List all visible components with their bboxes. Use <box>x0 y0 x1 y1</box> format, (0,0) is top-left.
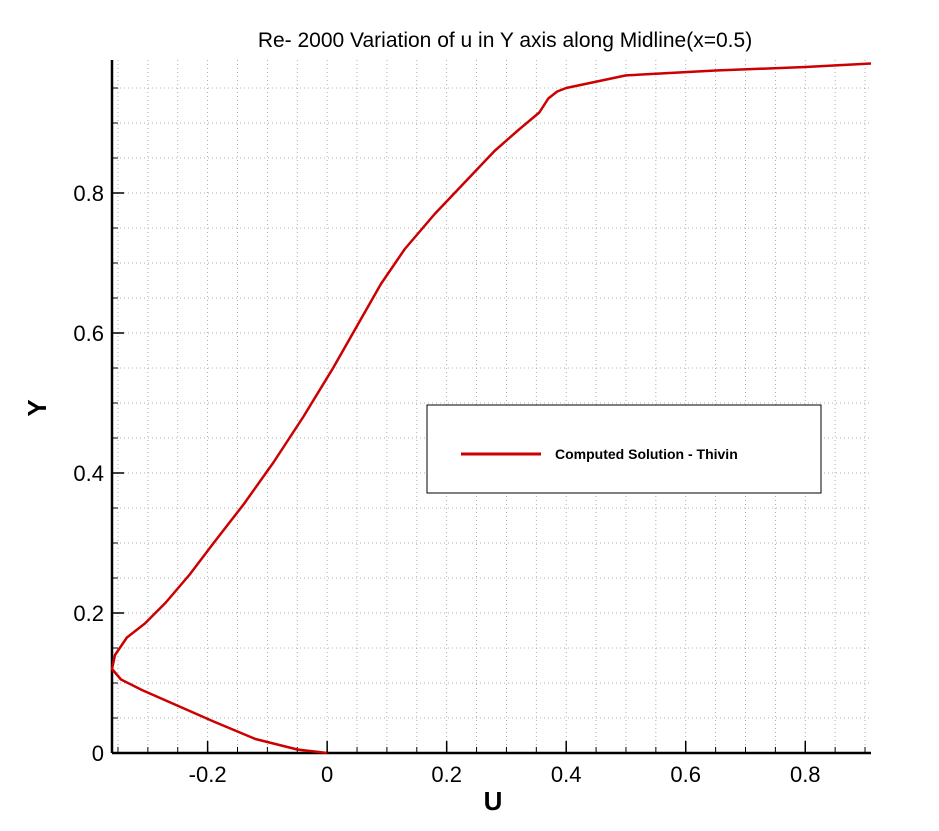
x-tick-label: 0.8 <box>790 762 821 787</box>
x-tick-label: 0 <box>321 762 333 787</box>
legend-box <box>426 404 822 494</box>
x-tick-label: 0.6 <box>670 762 701 787</box>
y-tick-label: 0 <box>92 741 104 766</box>
y-axis-title: Y <box>22 399 52 416</box>
axes <box>110 60 871 755</box>
y-tick-label: 0.2 <box>73 601 104 626</box>
legend: Computed Solution - Thivin <box>426 404 822 494</box>
series <box>110 62 872 755</box>
chart-title: Re- 2000 Variation of u in Y axis along … <box>258 29 752 52</box>
y-tick-label: 0.8 <box>73 181 104 206</box>
x-axis-title: U <box>484 786 503 816</box>
series-line <box>110 62 872 755</box>
y-tick-label: 0.6 <box>73 321 104 346</box>
y-tick-label: 0.4 <box>73 461 104 486</box>
x-tick-label: 0.4 <box>551 762 582 787</box>
ticks: -0.2 0 0.2 0.4 0.6 0.8 0 0.2 0.4 0.6 0.8 <box>73 87 866 787</box>
x-tick-label: 0.2 <box>431 762 462 787</box>
x-tick-label: -0.2 <box>189 762 227 787</box>
legend-label: Computed Solution - Thivin <box>555 446 738 462</box>
